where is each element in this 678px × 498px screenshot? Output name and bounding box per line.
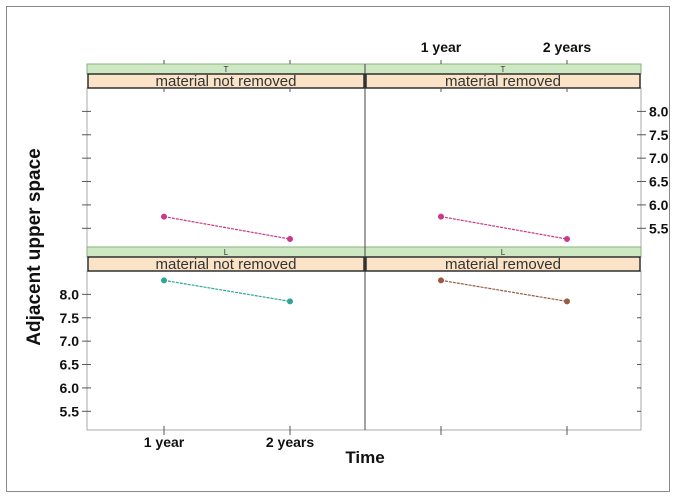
strip-bottom-top-right [365, 73, 641, 89]
data-point [160, 213, 167, 220]
x-axis-title: Time [345, 448, 384, 467]
x-tick-label: 2 years [266, 434, 314, 450]
strip-bottom-label: material not removed [156, 73, 297, 90]
series-line [440, 279, 568, 302]
strip-top-label: T [501, 65, 506, 74]
y-tick-label: 5.5 [60, 403, 80, 419]
y-tick-label: 5.5 [649, 220, 669, 236]
strip-bottom-top-left [87, 73, 365, 89]
y-tick-label: 7.5 [60, 310, 80, 326]
y-tick-label: 6.5 [649, 174, 669, 190]
panel-bottom-right [364, 270, 642, 431]
y-tick-label: 8.0 [60, 286, 80, 302]
data-point [437, 213, 444, 220]
y-tick-label: 8.0 [649, 103, 669, 119]
y-tick-label: 6.0 [60, 380, 80, 396]
y-tick-label: 7.0 [649, 150, 669, 166]
x-tick-label: 2 years [543, 39, 591, 55]
x-tick-label: 1 year [421, 39, 462, 55]
data-point [286, 236, 293, 243]
data-point [160, 277, 167, 284]
series-line [163, 279, 291, 302]
strip-top-label: L [224, 248, 229, 257]
y-axis-title: Adjacent upper space [24, 148, 45, 345]
data-point [564, 236, 571, 243]
data-point [286, 298, 293, 305]
panel-top-left [86, 87, 366, 248]
series-line [163, 216, 291, 240]
panel-bottom-left [86, 270, 366, 431]
x-tick-label: 1 year [144, 434, 185, 450]
panel-top-right [364, 87, 642, 248]
strip-bottom-label: material removed [445, 73, 561, 90]
strip-top-label: T [224, 65, 229, 74]
y-tick-label: 6.5 [60, 357, 80, 373]
data-point [437, 277, 444, 284]
strip-bottom-label: material removed [445, 256, 561, 273]
y-tick-label: 7.0 [60, 333, 80, 349]
strip-bottom-bottom-right [365, 256, 641, 272]
strip-top-label: L [501, 248, 506, 257]
y-tick-label: 7.5 [649, 127, 669, 143]
y-tick-label: 6.0 [649, 197, 669, 213]
strip-bottom-bottom-left [87, 256, 365, 272]
series-line [440, 216, 568, 240]
strip-bottom-label: material not removed [156, 256, 297, 273]
data-point [564, 298, 571, 305]
